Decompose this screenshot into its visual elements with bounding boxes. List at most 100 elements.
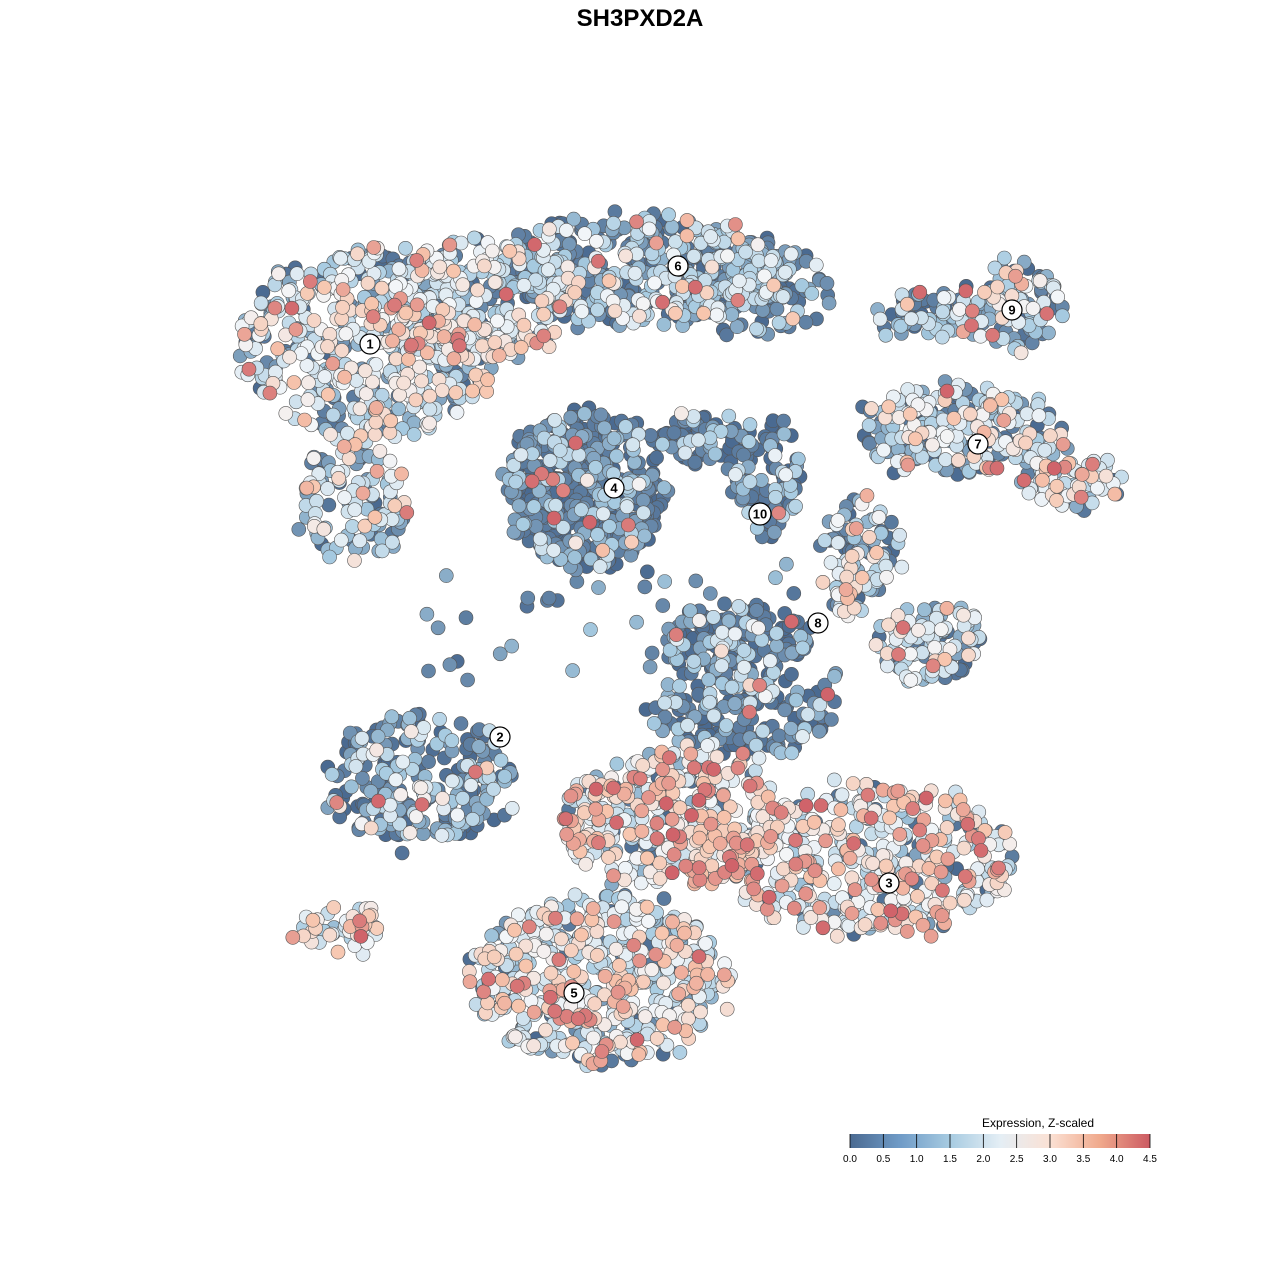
cell-point — [1039, 306, 1055, 321]
cell-point — [707, 446, 723, 462]
cell-point — [662, 750, 677, 766]
cell-point — [681, 1011, 696, 1026]
cell-point — [460, 672, 475, 688]
cell-point — [731, 599, 747, 614]
cell-point — [827, 669, 842, 684]
cell-point — [421, 663, 436, 679]
cell-point — [388, 351, 404, 367]
cell-point — [568, 535, 584, 551]
cell-point — [322, 927, 338, 943]
cell-point — [724, 858, 740, 873]
cell-point — [751, 620, 766, 636]
cell-point — [559, 827, 575, 842]
cell-point — [700, 967, 716, 982]
cell-point — [728, 217, 743, 232]
cell-point — [703, 816, 719, 832]
cell-point — [336, 439, 352, 454]
cell-point — [899, 296, 915, 312]
cell-point — [278, 406, 294, 421]
cell-point — [565, 1035, 580, 1051]
cell-point — [609, 756, 625, 772]
cell-point — [606, 868, 621, 884]
cell-point — [559, 223, 574, 238]
cell-point — [365, 309, 381, 325]
cell-point — [878, 858, 894, 874]
cell-point — [925, 437, 940, 453]
cell-point — [925, 658, 941, 674]
cell-point — [333, 250, 348, 266]
cell-point — [602, 519, 617, 534]
cell-point — [678, 858, 694, 874]
cell-point — [656, 317, 672, 332]
cell-point — [671, 986, 687, 1002]
cell-point — [614, 899, 630, 915]
cell-point — [578, 856, 594, 872]
cell-point — [804, 286, 820, 301]
cell-point — [682, 603, 698, 619]
cell-point — [964, 318, 979, 333]
cell-point — [588, 801, 604, 817]
cell-point — [494, 972, 510, 988]
cell-point — [563, 943, 579, 958]
cell-point — [946, 411, 962, 426]
cell-point — [880, 658, 895, 674]
cell-point — [786, 900, 802, 916]
cell-point — [1055, 308, 1070, 324]
cell-point — [831, 817, 846, 833]
cell-point — [352, 913, 368, 929]
legend-tick-label: 1.0 — [910, 1154, 924, 1165]
cell-point — [497, 995, 512, 1011]
cell-point — [666, 425, 682, 441]
cell-point — [1049, 478, 1065, 494]
cell-point — [629, 214, 644, 230]
cell-point — [434, 383, 450, 398]
cell-point — [567, 550, 583, 565]
cell-point — [668, 627, 684, 643]
cell-point — [730, 292, 746, 308]
cell-point — [899, 924, 915, 939]
cell-point — [543, 965, 559, 981]
cell-point — [648, 947, 664, 962]
cell-point — [450, 807, 465, 823]
cell-point — [771, 505, 787, 521]
cell-point — [606, 431, 622, 446]
cell-point — [687, 454, 703, 470]
cell-point — [563, 788, 579, 804]
cell-point — [363, 820, 379, 836]
cell-point — [806, 814, 822, 830]
cell-point — [952, 302, 967, 317]
cell-point — [353, 929, 369, 944]
cell-point — [593, 407, 609, 423]
cell-point — [773, 805, 789, 820]
cell-point — [368, 414, 384, 430]
cell-point — [331, 470, 347, 486]
cell-point — [902, 406, 918, 422]
cell-point — [595, 506, 611, 522]
cell-point — [286, 375, 302, 390]
cell-point — [718, 718, 734, 733]
cell-point — [480, 372, 495, 388]
cell-point — [392, 816, 407, 832]
cell-point — [540, 262, 556, 278]
cell-point — [409, 253, 425, 268]
cell-point — [736, 659, 752, 675]
cell-point — [939, 600, 955, 616]
cell-point — [592, 559, 608, 574]
cell-point — [656, 891, 672, 906]
cell-point — [347, 502, 363, 518]
cell-point — [761, 889, 777, 905]
cell-point — [742, 704, 757, 720]
cell-point — [752, 677, 767, 693]
cell-point — [783, 721, 799, 736]
cell-point — [957, 892, 972, 908]
cell-point — [812, 697, 828, 713]
cell-point — [237, 326, 252, 342]
cell-point — [674, 965, 689, 980]
cell-point — [826, 772, 842, 788]
cell-point — [845, 776, 861, 791]
cell-point — [436, 329, 452, 345]
cell-point — [719, 327, 734, 343]
cell-point — [609, 448, 624, 464]
cell-point — [750, 237, 766, 252]
cell-point — [395, 754, 411, 770]
